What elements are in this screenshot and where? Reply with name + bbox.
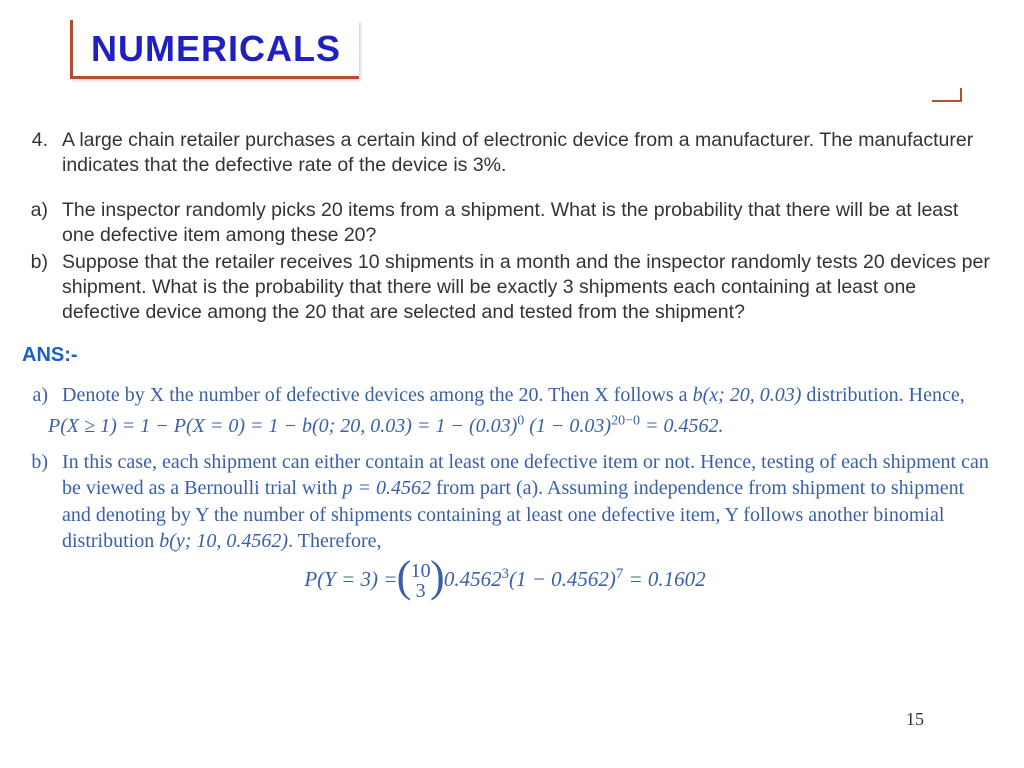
page-number: 15 <box>906 709 924 730</box>
question-stem: 4. A large chain retailer purchases a ce… <box>16 128 994 178</box>
answer-a-pre: Denote by X the number of defective devi… <box>62 384 693 406</box>
binomial-coeff: 103 <box>405 561 437 601</box>
answer-b-dist: b(y; 10, 0.4562) <box>159 530 288 552</box>
answer-a: a) Denote by X the number of defective d… <box>16 382 994 408</box>
eq-b-paren: (1 − 0.4562) <box>509 566 616 590</box>
answer-a-text: Denote by X the number of defective devi… <box>62 382 994 408</box>
question-stem-text: A large chain retailer purchases a certa… <box>62 128 994 178</box>
part-a-label: a) <box>16 198 62 248</box>
eq-a-mid: (1 − 0.03) <box>524 415 611 437</box>
slide-title: NUMERICALS <box>91 28 341 70</box>
question-part-a: a) The inspector randomly picks 20 items… <box>16 198 994 248</box>
eq-a-exp1: 20−0 <box>611 413 640 428</box>
corner-decoration <box>932 88 962 102</box>
part-a-text: The inspector randomly picks 20 items fr… <box>62 198 994 248</box>
eq-b-lhs: P(Y = 3) = <box>304 566 402 590</box>
answer-b-p: p = 0.4562 <box>342 477 431 499</box>
eq-a-lhs: P(X ≥ 1) = 1 − P(X = 0) = 1 − b(0; 20, 0… <box>48 415 517 437</box>
answer-a-post: distribution. Hence, <box>801 384 964 406</box>
question-number: 4. <box>16 128 62 178</box>
answer-label: ANS:- <box>22 343 994 369</box>
slide-content: 4. A large chain retailer purchases a ce… <box>16 128 994 601</box>
eq-b-exp3: 3 <box>502 565 509 581</box>
part-b-label: b) <box>16 250 62 325</box>
answer-b-post: . Therefore, <box>288 530 381 552</box>
eq-b-mid: 0.4562 <box>439 566 502 590</box>
binom-top: 10 <box>411 561 431 581</box>
question-part-b: b) Suppose that the retailer receives 10… <box>16 250 994 325</box>
eq-a-rhs: = 0.4562. <box>640 415 724 437</box>
answer-b-label: b) <box>16 449 62 555</box>
answer-b-text: In this case, each shipment can either c… <box>62 449 994 555</box>
part-b-text: Suppose that the retailer receives 10 sh… <box>62 250 994 325</box>
answer-a-dist: b(x; 20, 0.03) <box>693 384 802 406</box>
answer-b: b) In this case, each shipment can eithe… <box>16 449 994 555</box>
answer-a-equation: P(X ≥ 1) = 1 − P(X = 0) = 1 − b(0; 20, 0… <box>48 413 994 439</box>
answer-a-label: a) <box>16 382 62 408</box>
answer-block: a) Denote by X the number of defective d… <box>16 382 994 600</box>
title-frame: NUMERICALS <box>70 20 359 79</box>
binom-bot: 3 <box>411 581 431 601</box>
answer-b-equation: P(Y = 3) = 103 0.45623(1 − 0.4562)7 = 0.… <box>16 561 994 601</box>
eq-b-rhs: = 0.1602 <box>623 566 705 590</box>
